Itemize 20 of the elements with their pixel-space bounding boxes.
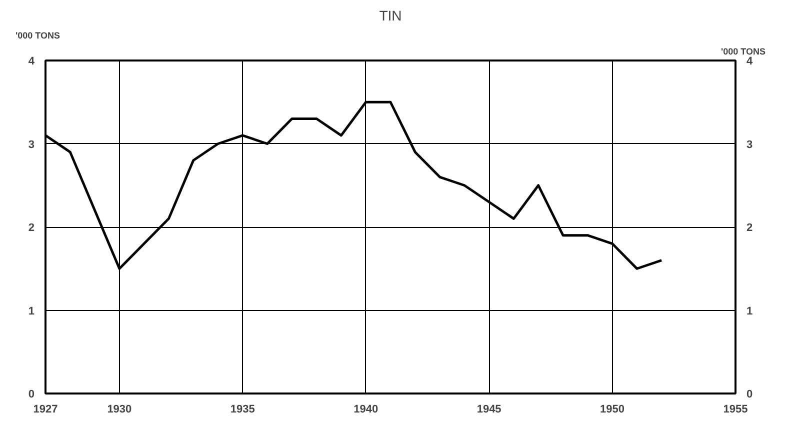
y2-axis-title: '000 TONS — [721, 46, 766, 56]
x-tick-label: 1927 — [33, 404, 58, 416]
x-tick-label: 1930 — [107, 404, 132, 416]
x-tick-label: 1940 — [354, 404, 378, 416]
y-tick-label: 1 — [28, 305, 35, 318]
x-tick-label: 1955 — [723, 404, 748, 416]
y-tick-label: 3 — [28, 138, 35, 151]
y2-tick-label: 0 — [746, 388, 753, 400]
y-tick-label: 2 — [28, 222, 35, 234]
chart-title: TIN — [379, 8, 402, 24]
y2-tick-label: 1 — [746, 305, 753, 318]
y2-tick-label: 4 — [746, 56, 754, 68]
y-axis-title: '000 TONS — [16, 30, 60, 40]
y-tick-label: 4 — [28, 56, 36, 68]
y-tick-label: 0 — [28, 388, 35, 400]
y2-tick-label: 3 — [746, 138, 753, 151]
y2-tick-label: 2 — [746, 222, 753, 234]
x-tick-label: 1945 — [476, 404, 502, 416]
x-tick-label: 1950 — [600, 404, 625, 416]
x-tick-label: 1935 — [230, 404, 255, 416]
